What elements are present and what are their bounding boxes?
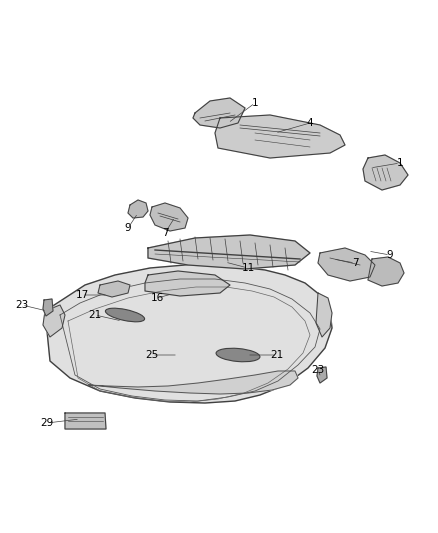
Text: 29: 29 [40, 418, 53, 428]
Text: 1: 1 [397, 158, 403, 168]
Polygon shape [98, 281, 130, 297]
Polygon shape [128, 200, 148, 218]
Polygon shape [317, 367, 327, 383]
Polygon shape [88, 371, 298, 394]
Polygon shape [43, 299, 53, 316]
Text: 7: 7 [162, 228, 168, 238]
Text: 21: 21 [88, 310, 102, 320]
Text: 4: 4 [307, 118, 313, 128]
Text: 7: 7 [352, 258, 358, 268]
Text: 9: 9 [125, 223, 131, 233]
Polygon shape [148, 235, 310, 269]
Polygon shape [45, 265, 332, 403]
Polygon shape [193, 98, 245, 128]
Polygon shape [43, 305, 65, 337]
Ellipse shape [106, 308, 145, 322]
Polygon shape [145, 271, 230, 296]
Polygon shape [318, 248, 375, 281]
Polygon shape [368, 257, 404, 286]
Text: 11: 11 [241, 263, 254, 273]
Ellipse shape [216, 348, 260, 362]
Text: 21: 21 [270, 350, 284, 360]
Text: 1: 1 [252, 98, 258, 108]
Text: 9: 9 [387, 250, 393, 260]
Text: 16: 16 [150, 293, 164, 303]
Polygon shape [316, 293, 332, 337]
Polygon shape [363, 155, 408, 190]
Text: 23: 23 [311, 365, 325, 375]
Text: 17: 17 [75, 290, 88, 300]
Polygon shape [65, 413, 106, 429]
Polygon shape [150, 203, 188, 231]
Polygon shape [215, 115, 345, 158]
Text: 25: 25 [145, 350, 159, 360]
Text: 23: 23 [15, 300, 28, 310]
